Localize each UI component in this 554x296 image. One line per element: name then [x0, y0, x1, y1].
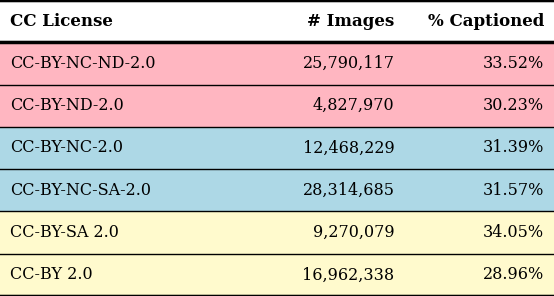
Bar — [0, 85, 554, 127]
Text: 25,790,117: 25,790,117 — [302, 55, 394, 72]
Text: % Captioned: % Captioned — [428, 13, 544, 30]
Bar — [0, 0, 554, 42]
Text: 16,962,338: 16,962,338 — [302, 266, 394, 283]
Text: CC-BY-NC-ND-2.0: CC-BY-NC-ND-2.0 — [10, 55, 156, 72]
Bar — [0, 211, 554, 254]
Text: 31.57%: 31.57% — [483, 182, 544, 199]
Text: # Images: # Images — [307, 13, 394, 30]
Text: 33.52%: 33.52% — [483, 55, 544, 72]
Text: 34.05%: 34.05% — [483, 224, 544, 241]
Text: CC-BY-SA 2.0: CC-BY-SA 2.0 — [10, 224, 119, 241]
Text: CC-BY-NC-2.0: CC-BY-NC-2.0 — [10, 139, 123, 157]
Text: 28.96%: 28.96% — [483, 266, 544, 283]
Text: 4,827,970: 4,827,970 — [313, 97, 394, 114]
Text: CC-BY-ND-2.0: CC-BY-ND-2.0 — [10, 97, 124, 114]
Text: 31.39%: 31.39% — [483, 139, 544, 157]
Text: 9,270,079: 9,270,079 — [313, 224, 394, 241]
Bar — [0, 127, 554, 169]
Text: 30.23%: 30.23% — [483, 97, 544, 114]
Text: 28,314,685: 28,314,685 — [302, 182, 394, 199]
Text: 12,468,229: 12,468,229 — [302, 139, 394, 157]
Text: CC-BY-NC-SA-2.0: CC-BY-NC-SA-2.0 — [10, 182, 151, 199]
Bar — [0, 169, 554, 211]
Bar — [0, 42, 554, 85]
Bar — [0, 254, 554, 296]
Text: CC-BY 2.0: CC-BY 2.0 — [10, 266, 93, 283]
Text: CC License: CC License — [10, 13, 113, 30]
